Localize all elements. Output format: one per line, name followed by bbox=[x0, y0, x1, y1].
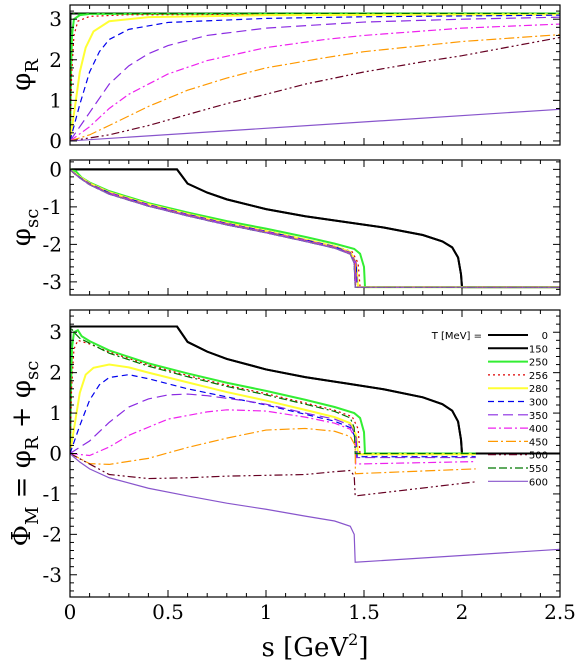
series-line-350 bbox=[70, 168, 560, 288]
series-line-280 bbox=[70, 13, 560, 142]
series-line-256 bbox=[70, 339, 476, 456]
legend-entry-150: 150 bbox=[488, 344, 548, 355]
series-line-256 bbox=[70, 168, 560, 288]
legend-label: 150 bbox=[529, 344, 548, 355]
y-axis-label: φR bbox=[7, 59, 43, 91]
series-line-550 bbox=[70, 325, 476, 455]
series-line-600 bbox=[70, 168, 560, 288]
x-tick-label: 1 bbox=[260, 600, 273, 624]
series-line-500 bbox=[70, 168, 560, 288]
legend-entry-550: 550 bbox=[488, 464, 548, 475]
legend-entry-350: 350 bbox=[488, 411, 548, 422]
y-tick-label: 0 bbox=[49, 157, 62, 181]
series-line-400 bbox=[70, 23, 560, 142]
series-line-350 bbox=[70, 16, 560, 142]
x-tick-label: 1.5 bbox=[348, 600, 380, 624]
legend-label: 550 bbox=[529, 464, 548, 475]
series-line-0 bbox=[70, 325, 560, 455]
series-line-250 bbox=[70, 168, 560, 289]
legend-entry-400: 400 bbox=[488, 424, 548, 435]
series-line-150 bbox=[70, 168, 560, 289]
series-line-350 bbox=[70, 393, 476, 459]
y-axis-label: ΦM = φR + φsc bbox=[7, 361, 43, 547]
series-group bbox=[70, 12, 560, 142]
y-tick-label: -2 bbox=[43, 232, 62, 256]
legend-title: T [MeV] = bbox=[431, 331, 482, 342]
series-line-600 bbox=[70, 453, 560, 563]
legend-label: 450 bbox=[529, 437, 548, 448]
legend-entry-256: 256 bbox=[488, 371, 548, 382]
legend-entry-300: 300 bbox=[488, 398, 548, 409]
legend-entry-280: 280 bbox=[488, 384, 548, 395]
series-line-400 bbox=[70, 168, 560, 288]
legend-label: 600 bbox=[529, 477, 548, 488]
chart-legend: T [MeV] = 0 150 250 256 280 300 350 400 450 500 550… bbox=[431, 331, 548, 488]
legend-entry-250: 250 bbox=[488, 358, 548, 369]
x-axis-title: s [GeV2] bbox=[261, 630, 368, 663]
legend-label: 500 bbox=[529, 451, 548, 462]
y-tick-label: -1 bbox=[43, 482, 62, 506]
y-axis-label: φsc bbox=[7, 209, 43, 247]
x-tick-label: 2 bbox=[456, 600, 469, 624]
series-line-450 bbox=[70, 427, 476, 475]
legend-entry-450: 450 bbox=[488, 437, 548, 448]
series-line-0 bbox=[70, 168, 560, 289]
series-line-280 bbox=[70, 363, 476, 456]
series-line-250 bbox=[70, 12, 560, 141]
series-line-500 bbox=[70, 36, 560, 142]
series-line-150 bbox=[70, 12, 560, 141]
y-tick-label: 1 bbox=[49, 88, 62, 112]
legend-label: 250 bbox=[529, 358, 548, 369]
y-tick-label: 3 bbox=[49, 7, 62, 31]
panel-frame bbox=[69, 159, 561, 296]
legend-entry-600: 600 bbox=[488, 477, 548, 488]
y-tick-label: 1 bbox=[49, 401, 62, 425]
y-tick-label: -3 bbox=[43, 270, 62, 294]
legend-entry-0: 0 bbox=[488, 331, 548, 342]
legend-label: 400 bbox=[529, 424, 548, 435]
y-tick-label: 0 bbox=[49, 442, 62, 466]
y-tick-label: -3 bbox=[43, 563, 62, 587]
series-line-450 bbox=[70, 168, 560, 288]
legend-label: 350 bbox=[529, 411, 548, 422]
series-line-550 bbox=[70, 12, 560, 141]
series-group bbox=[70, 325, 560, 563]
panel-phi_R: 0 1 2 3 φR bbox=[7, 4, 561, 153]
series-line-400 bbox=[70, 409, 476, 465]
legend-label: 0 bbox=[542, 331, 548, 342]
x-tick-label: 2.5 bbox=[544, 600, 576, 624]
y-tick-label: 2 bbox=[49, 361, 62, 385]
series-line-500 bbox=[70, 452, 476, 497]
x-tick-label: 0 bbox=[64, 600, 77, 624]
y-tick-label: -2 bbox=[43, 522, 62, 546]
series-line-300 bbox=[70, 14, 560, 142]
series-line-300 bbox=[70, 168, 560, 288]
series-line-0 bbox=[70, 12, 560, 141]
legend-label: 300 bbox=[529, 398, 548, 409]
y-tick-label: 3 bbox=[49, 320, 62, 344]
series-line-150 bbox=[70, 325, 476, 455]
legend-entry-500: 500 bbox=[488, 451, 548, 462]
y-tick-label: 2 bbox=[49, 48, 62, 72]
series-line-450 bbox=[70, 34, 560, 142]
legend-label: 256 bbox=[529, 371, 548, 382]
series-line-280 bbox=[70, 168, 560, 289]
y-tick-label: 0 bbox=[49, 129, 62, 153]
x-axis-label: s [GeV2] bbox=[261, 630, 368, 663]
x-tick-label: 0.5 bbox=[152, 600, 184, 624]
y-tick-label: -1 bbox=[43, 195, 62, 219]
series-line-600 bbox=[70, 108, 560, 142]
series-line-550 bbox=[70, 168, 560, 288]
series-group bbox=[70, 168, 560, 289]
panel-frame bbox=[69, 4, 561, 146]
series-line-256 bbox=[70, 13, 560, 141]
legend-label: 280 bbox=[529, 384, 548, 395]
series-line-300 bbox=[70, 374, 476, 458]
